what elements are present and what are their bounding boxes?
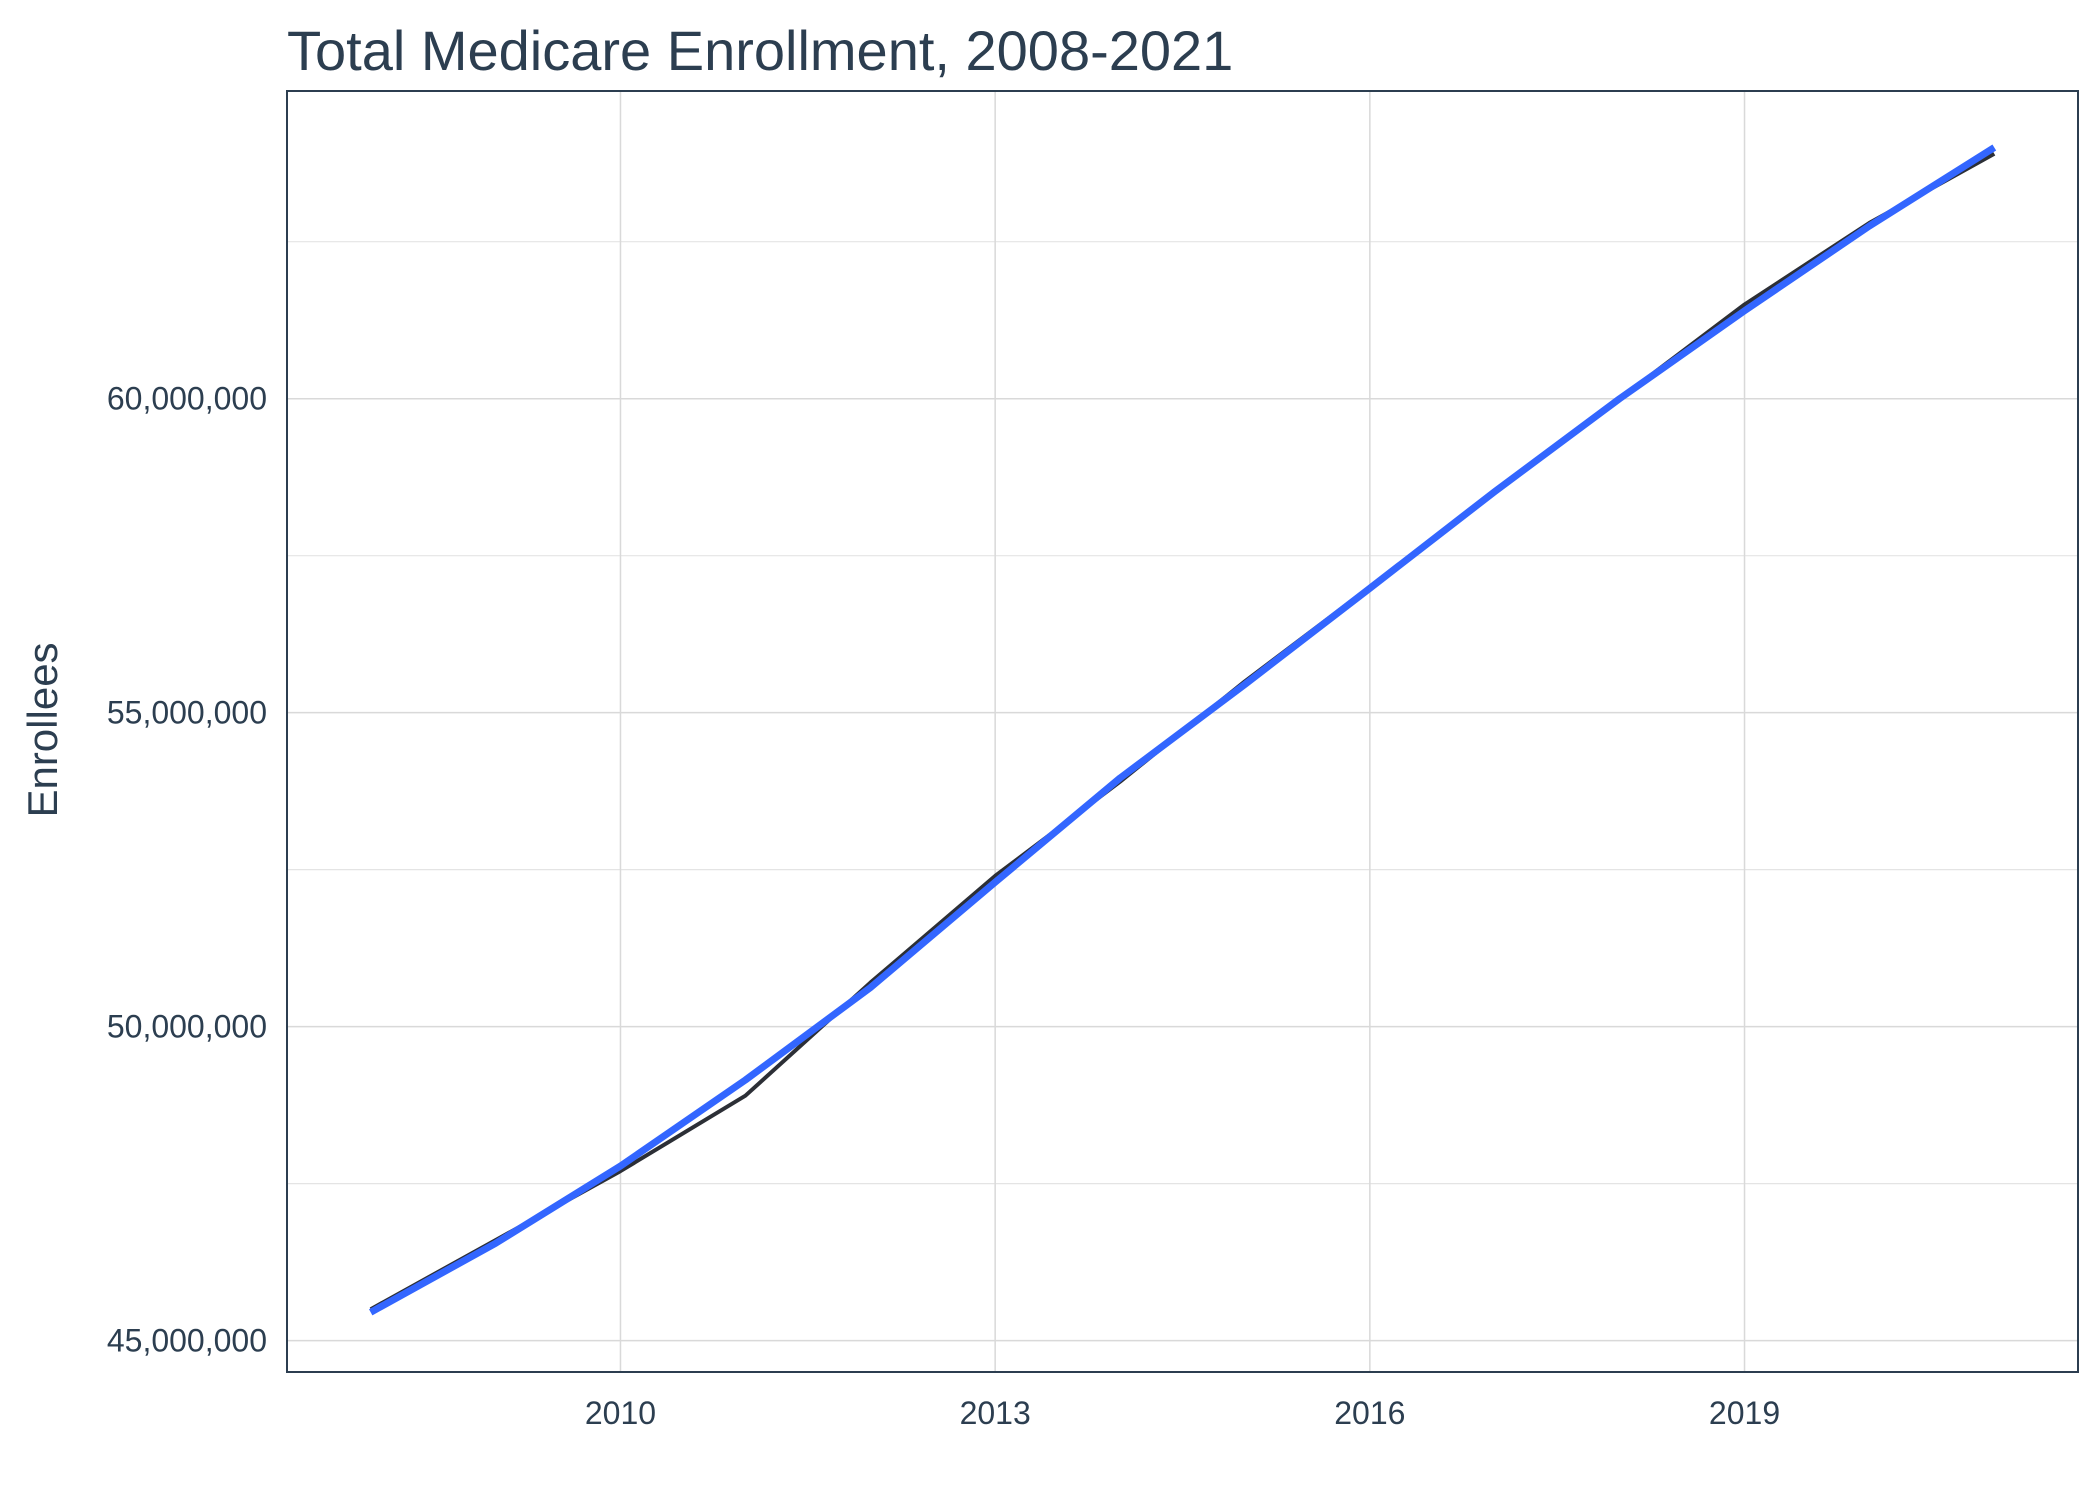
y-axis-tick-labels: 45,000,000 50,000,000 55,000,000 60,000,000 (107, 381, 267, 1359)
y-tick-label: 55,000,000 (107, 695, 267, 731)
chart-title: Total Medicare Enrollment, 2008-2021 (287, 19, 1233, 82)
x-tick-label: 2010 (585, 1395, 656, 1431)
x-tick-label: 2016 (1334, 1395, 1405, 1431)
x-axis-tick-labels: 2010 2013 2016 2019 (585, 1395, 1780, 1431)
x-tick-label: 2013 (960, 1395, 1031, 1431)
y-tick-label: 60,000,000 (107, 381, 267, 417)
plot-panel-border (286, 90, 2079, 1373)
y-tick-label: 50,000,000 (107, 1009, 267, 1045)
series-line-2 (369, 144, 1997, 1316)
series-lines (369, 144, 1997, 1316)
y-tick-label: 45,000,000 (107, 1323, 267, 1359)
x-tick-label: 2019 (1709, 1395, 1780, 1431)
y-axis-title: Enrollees (19, 642, 66, 817)
